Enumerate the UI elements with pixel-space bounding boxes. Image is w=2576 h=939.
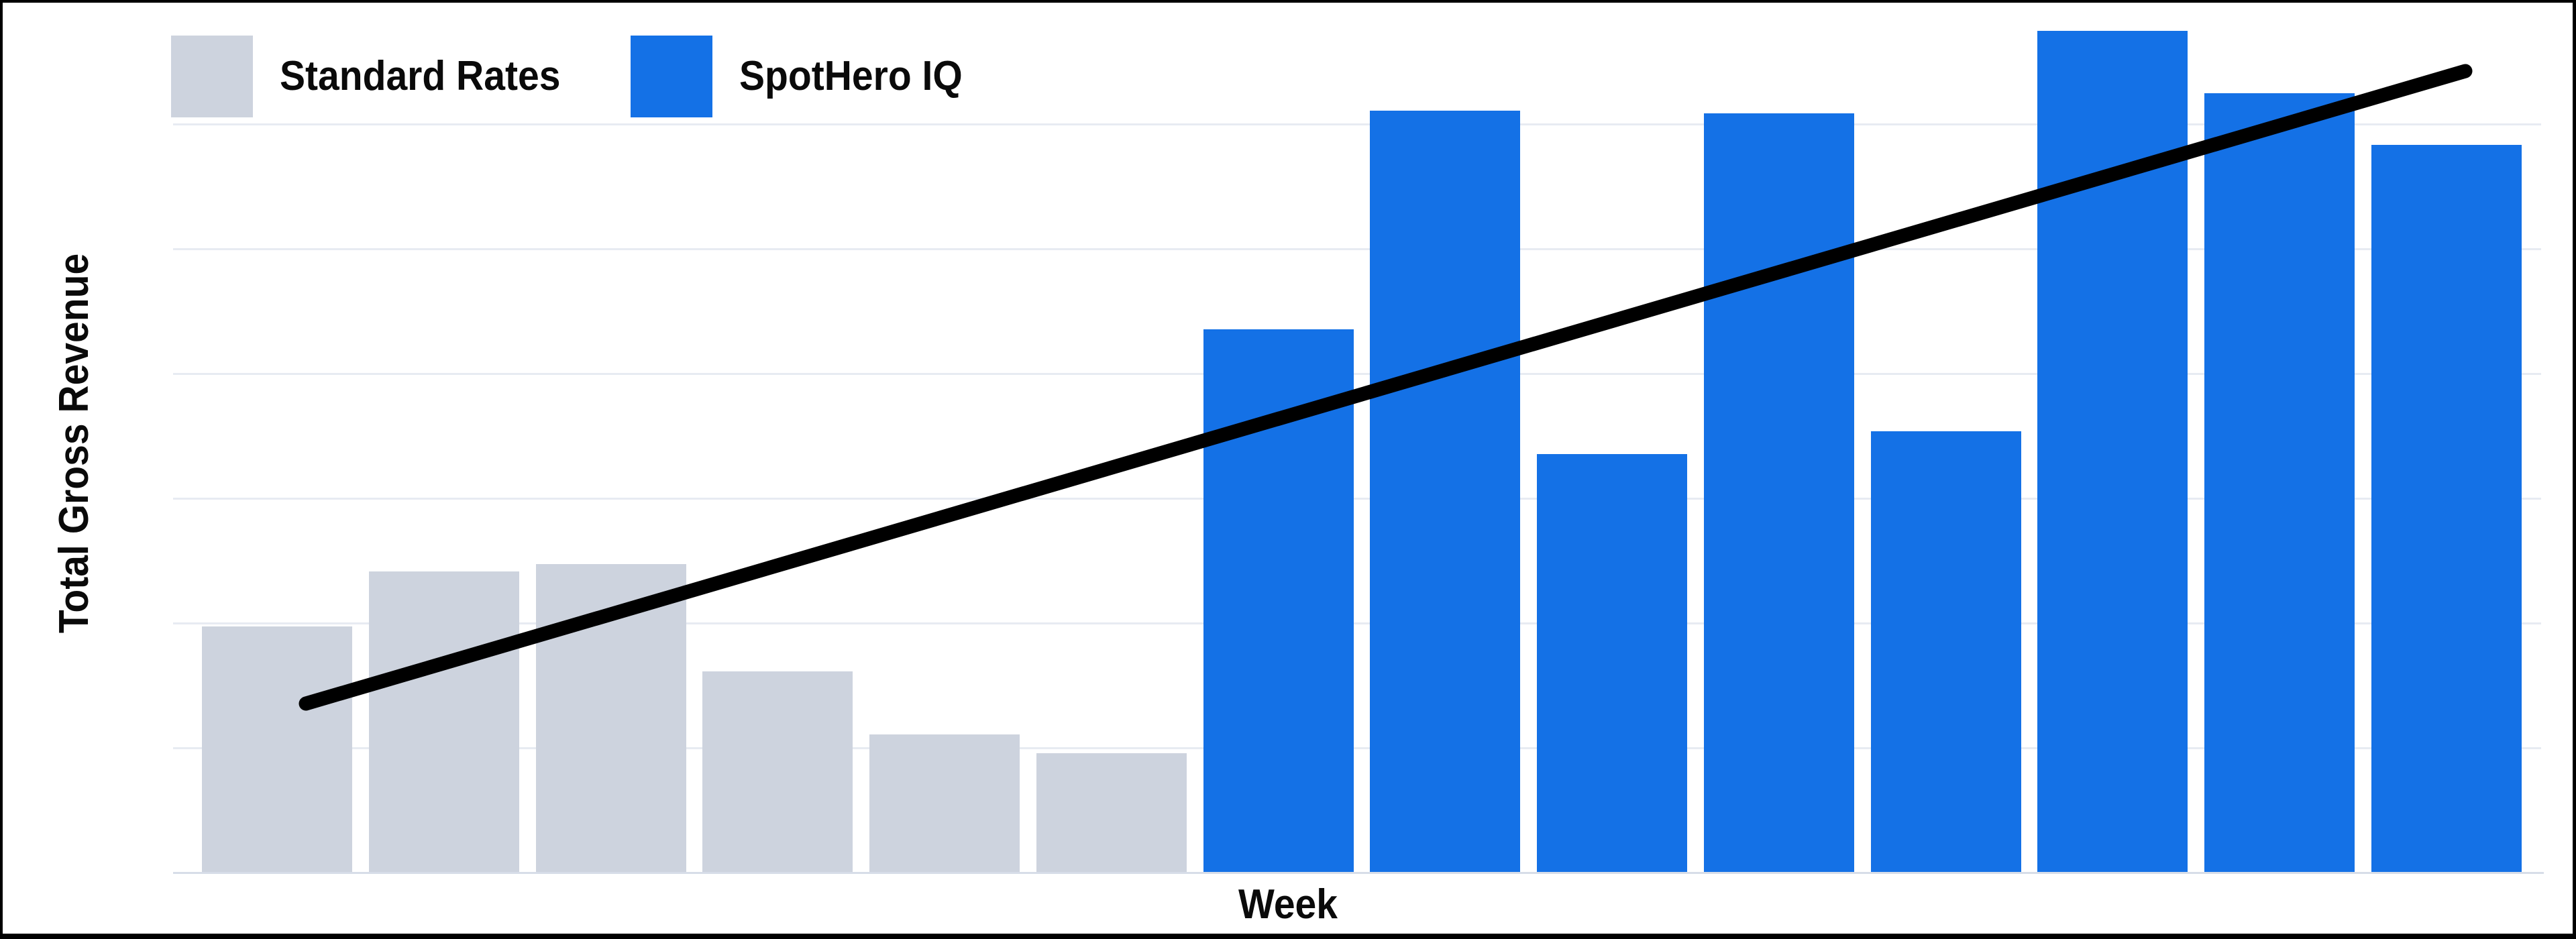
bar-spothero-iq: [1203, 329, 1354, 872]
bar-spothero-iq: [1871, 431, 2021, 872]
bar-standard-rates: [1036, 753, 1187, 872]
bar-standard-rates: [202, 626, 352, 872]
bar-standard-rates: [536, 564, 686, 872]
bar-standard-rates: [869, 734, 1020, 872]
legend-label-standard-rates: Standard Rates: [280, 53, 561, 99]
bar-spothero-iq: [2371, 145, 2522, 872]
legend-label-spothero-iq: SpotHero IQ: [739, 53, 963, 99]
standard-rates-swatch-icon: [171, 36, 253, 117]
bar-spothero-iq: [2037, 31, 2188, 872]
bar-standard-rates: [702, 671, 853, 872]
legend-item-spothero-iq: SpotHero IQ: [631, 36, 982, 117]
spothero-iq-swatch-icon: [631, 36, 712, 117]
y-axis-label: Total Gross Revenue: [51, 253, 97, 634]
x-axis-label: Week: [1238, 881, 1338, 928]
legend-item-standard-rates: Standard Rates: [171, 36, 585, 117]
x-axis-line: [173, 872, 2544, 874]
gridline: [173, 747, 2541, 749]
bar-spothero-iq: [1537, 454, 1687, 872]
bar-spothero-iq: [1704, 113, 1854, 872]
bar-spothero-iq: [1370, 111, 1520, 872]
bar-spothero-iq: [2204, 93, 2355, 872]
bar-standard-rates: [369, 571, 519, 872]
